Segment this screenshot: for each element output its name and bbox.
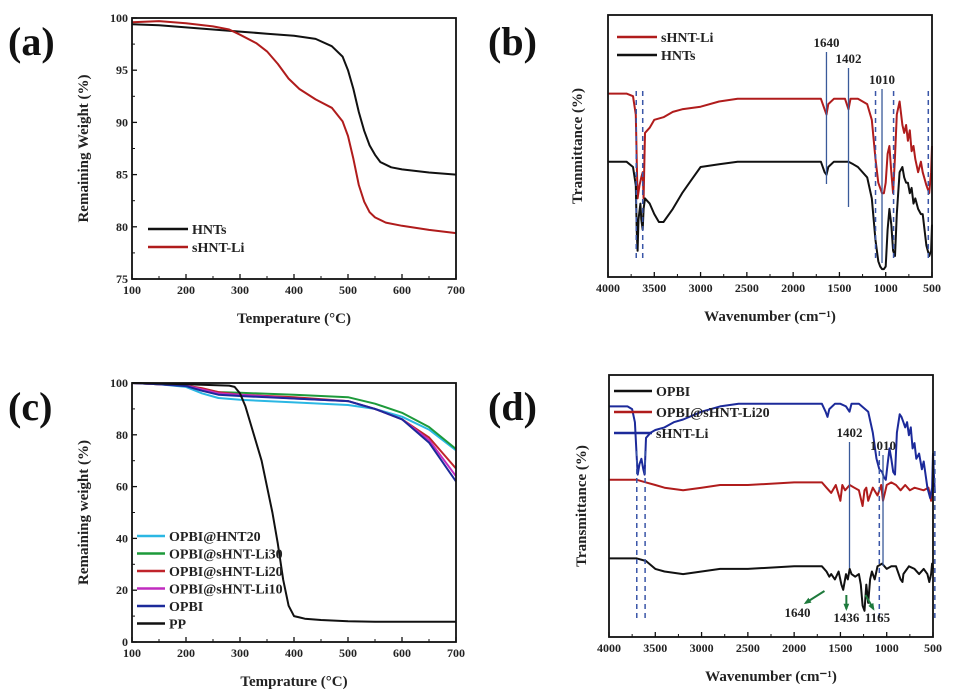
x-tick-label: 400 — [285, 646, 303, 660]
y-axis-label: Remaining weight (%) — [76, 440, 92, 585]
panel-label: (c) — [8, 384, 52, 429]
y-tick-label: 0 — [122, 635, 128, 649]
series-line-opbi — [131, 382, 457, 482]
y-tick-label: 60 — [116, 480, 128, 494]
y-axis-label: Transmittance (%) — [574, 445, 590, 567]
arrow-head-icon — [843, 603, 850, 611]
y-tick-label: 80 — [116, 220, 128, 234]
series-line-hnts — [608, 160, 933, 271]
x-tick-label: 2500 — [735, 281, 759, 295]
x-tick-label: 100 — [123, 283, 141, 297]
x-tick-label: 100 — [123, 646, 141, 660]
legend-label: HNTs — [661, 49, 696, 64]
x-tick-label: 1000 — [874, 281, 898, 295]
panel-label: (b) — [488, 19, 537, 64]
arrow-head-icon — [868, 603, 875, 611]
legend-label: OPBI@sHNT-Li30 — [169, 548, 283, 563]
panel-a: (a) 100 200 300 400 500 600 700 75 80 85 90 95 100 Tem… — [8, 11, 465, 327]
series-line-opbi — [609, 557, 934, 612]
series-line-opbi-shnt-li20 — [609, 478, 934, 507]
legend: OPBI OPBI@sHNT-Li20 sHNT-Li — [614, 385, 770, 442]
x-tick-label: 4000 — [596, 281, 620, 295]
legend-label: OPBI@HNT20 — [169, 530, 261, 545]
x-axis-label: Temperature (°C) — [237, 311, 351, 327]
y-axis-label: Remaining Weight (%) — [76, 74, 92, 222]
x-tick-label: 2500 — [736, 641, 760, 655]
annotation-label: 1010 — [869, 72, 895, 87]
x-tick-label: 3000 — [690, 641, 714, 655]
y-tick-label: 20 — [116, 583, 128, 597]
series-line-opbi-shnt-li30 — [131, 382, 457, 450]
x-tick-label: 1500 — [827, 281, 851, 295]
legend-label: OPBI@sHNT-Li20 — [169, 565, 283, 580]
x-tick-label: 700 — [447, 646, 465, 660]
x-tick-label: 300 — [231, 646, 249, 660]
arrow-head-icon — [803, 597, 812, 605]
y-axis-label: Tranmittance (%) — [570, 88, 586, 204]
x-tick-label: 500 — [924, 641, 942, 655]
panel-label: (d) — [488, 384, 537, 429]
annotation-label: 1010 — [870, 438, 896, 453]
x-tick-label: 600 — [393, 283, 411, 297]
annotation-label: 1402 — [836, 51, 862, 66]
x-axis-label: Wavenumber (cm⁻¹) — [705, 669, 837, 685]
y-tick-label: 40 — [116, 531, 128, 545]
series-line-shnt-li — [609, 402, 936, 500]
x-tick-label: 3500 — [643, 641, 667, 655]
series-line-hnts — [131, 23, 457, 176]
x-tick-label: 200 — [177, 283, 195, 297]
series-line-shnt-li — [608, 92, 933, 200]
x-tick-label: 300 — [231, 283, 249, 297]
y-tick-label: 80 — [116, 428, 128, 442]
x-tick-label: 4000 — [597, 641, 621, 655]
x-tick-label: 2000 — [782, 641, 806, 655]
legend: HNTs sHNT-Li — [148, 223, 245, 256]
legend-label: sHNT-Li — [661, 31, 714, 46]
series-line-pp — [131, 382, 456, 623]
annotation-label: 1165 — [865, 610, 891, 625]
x-axis-label: Wavenumber (cm⁻¹) — [704, 309, 836, 325]
legend-label: OPBI — [169, 600, 203, 615]
x-tick-label: 500 — [339, 646, 357, 660]
legend-label: OPBI@sHNT-Li20 — [656, 406, 770, 421]
x-tick-label: 1000 — [875, 641, 899, 655]
panel-c: (c) 100 200 300 400 500 600 700 0 20 40 60 80 100 Temp… — [8, 376, 465, 690]
x-tick-label: 200 — [177, 646, 195, 660]
legend-label: sHNT-Li — [656, 427, 709, 442]
x-tick-label: 500 — [339, 283, 357, 297]
y-tick-label: 95 — [116, 63, 128, 77]
plot-frame — [131, 17, 457, 280]
x-tick-label: 500 — [923, 281, 941, 295]
legend-label: OPBI@sHNT-Li10 — [169, 583, 283, 598]
x-tick-label: 2000 — [781, 281, 805, 295]
annotation-label: 1640 — [813, 35, 839, 50]
legend-label: PP — [169, 618, 187, 633]
y-tick-label: 100 — [110, 376, 128, 390]
x-tick-label: 3500 — [642, 281, 666, 295]
panel-label: (a) — [8, 19, 55, 64]
legend: sHNT-Li HNTs — [617, 31, 714, 64]
annotation-label: 1640 — [784, 605, 810, 620]
y-tick-label: 90 — [116, 115, 128, 129]
y-tick-label: 75 — [116, 272, 128, 286]
series-line-shnt-li — [131, 20, 457, 235]
legend-label: sHNT-Li — [192, 241, 245, 256]
annotation-label: 1436 — [833, 610, 860, 625]
x-tick-label: 700 — [447, 283, 465, 297]
x-tick-label: 600 — [393, 646, 411, 660]
x-tick-label: 3000 — [689, 281, 713, 295]
y-tick-label: 85 — [116, 168, 128, 182]
x-tick-label: 400 — [285, 283, 303, 297]
legend: OPBI@HNT20 OPBI@sHNT-Li30 OPBI@sHNT-Li20 OP… — [137, 530, 283, 633]
series-line-opbi-shnt-li20 — [131, 382, 457, 470]
legend-label: HNTs — [192, 223, 227, 238]
panel-d: (d) 1402 1010 1640 1436 1165 4000 3500 3000 2500 2… — [488, 374, 942, 685]
legend-label: OPBI — [656, 385, 690, 400]
x-axis-label: Temprature (°C) — [240, 674, 347, 690]
y-tick-label: 100 — [110, 11, 128, 25]
x-tick-label: 1500 — [828, 641, 852, 655]
annotation-label: 1402 — [837, 425, 863, 440]
